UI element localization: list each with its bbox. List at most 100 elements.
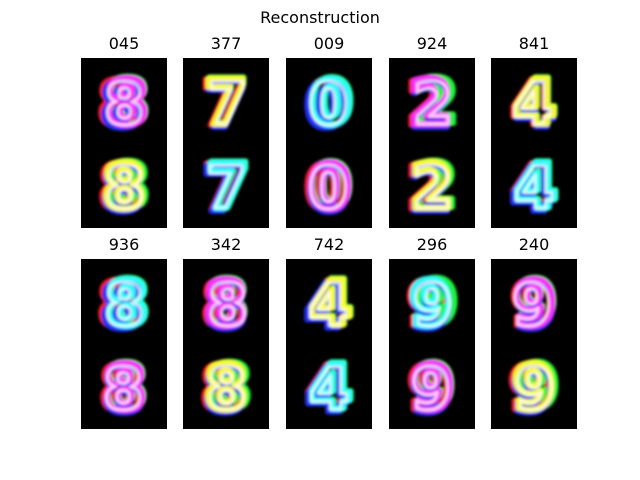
digit-stroke: 2 <box>413 154 453 222</box>
digit-stroke: 7 <box>204 69 247 142</box>
digit-stroke: 9 <box>510 268 553 341</box>
digit-stroke: 2 <box>406 67 449 140</box>
digit-stroke: 8 <box>205 266 248 339</box>
digit-stroke: 8 <box>105 154 145 222</box>
digit-stroke: 8 <box>97 67 140 140</box>
digit-stroke: 4 <box>513 69 556 142</box>
digit-stroke: 4 <box>514 65 557 138</box>
digit-stroke: 8 <box>204 267 247 340</box>
digit-stroke: 8 <box>201 268 244 341</box>
digit-stroke: 8 <box>103 351 146 424</box>
digit-stroke: 7 <box>207 149 250 222</box>
digit-stroke: 9 <box>406 268 449 341</box>
digit-stroke: 9 <box>513 267 556 340</box>
digit-stroke: 7 <box>204 66 247 139</box>
digit-stroke: 4 <box>310 350 353 423</box>
digit-stroke: 4 <box>308 271 348 339</box>
digit-stroke: 4 <box>510 67 553 140</box>
panel-label: 342 <box>210 235 242 254</box>
digit-stroke: 8 <box>97 268 140 341</box>
digit-stroke: 4 <box>309 267 352 340</box>
digit-stroke: 4 <box>513 66 556 139</box>
digit-stroke: 8 <box>105 267 148 340</box>
digit-stroke: 2 <box>409 153 452 226</box>
panel-label: 924 <box>416 34 448 53</box>
digit-stroke: 0 <box>308 70 348 138</box>
digit-stroke: 4 <box>306 268 349 341</box>
digit-stroke: 9 <box>411 355 451 423</box>
digit-stroke: 9 <box>409 270 452 343</box>
digit-stroke: 4 <box>512 70 552 138</box>
panel-label: 377 <box>210 34 242 53</box>
digit-stroke: 0 <box>308 154 348 222</box>
digit-stroke: 9 <box>515 355 555 423</box>
digit-stroke: 7 <box>202 151 245 224</box>
digit-stroke: 8 <box>104 350 147 423</box>
digit-stroke: 8 <box>104 70 144 138</box>
panel-label: 936 <box>108 235 140 254</box>
digit-stroke: 4 <box>510 153 553 226</box>
digit-stroke: 8 <box>100 69 143 142</box>
digit-stroke: 8 <box>106 266 149 339</box>
digit-stroke: 4 <box>514 154 554 222</box>
digit-stroke: 4 <box>305 352 348 425</box>
digit-stroke: 9 <box>508 352 551 425</box>
panel-label: 841 <box>518 34 550 53</box>
digit-stroke: 0 <box>304 69 347 142</box>
digit-stroke: 2 <box>410 150 453 223</box>
digit-stroke: 8 <box>200 352 243 425</box>
digit-stroke: 4 <box>305 354 348 427</box>
digit-stroke: 9 <box>514 266 557 339</box>
digit-stroke: 4 <box>515 149 558 222</box>
digit-stroke: 4 <box>514 150 557 223</box>
digit-stroke: 8 <box>203 354 246 427</box>
digit-stroke: 2 <box>406 151 449 224</box>
digit-stroke: 9 <box>409 267 452 340</box>
digit-stroke: 8 <box>207 355 247 423</box>
digit-stroke: 7 <box>205 65 248 138</box>
panel-label: 296 <box>416 235 448 254</box>
digit-stroke: 4 <box>510 151 553 224</box>
digit-stroke: 7 <box>208 70 248 138</box>
digit-stroke: 8 <box>101 153 144 226</box>
digit-stroke: 9 <box>410 354 453 427</box>
digit-stroke: 8 <box>208 350 251 423</box>
digit-stroke: 4 <box>304 270 347 343</box>
digit-stroke: 0 <box>309 66 352 139</box>
digit-stroke: 8 <box>105 66 148 139</box>
panel-label: 240 <box>518 235 550 254</box>
digit-stroke: 8 <box>103 355 143 423</box>
digit-stroke: 7 <box>202 153 245 226</box>
digit-stroke: 2 <box>414 149 457 222</box>
digit-stroke: 4 <box>309 355 349 423</box>
digit-stroke: 0 <box>306 67 349 140</box>
digit-stroke: 9 <box>411 351 454 424</box>
digit-stroke: 8 <box>99 352 142 425</box>
digit-stroke: 8 <box>106 65 149 138</box>
digit-stroke: 7 <box>206 154 246 222</box>
digit-stroke: 8 <box>104 271 144 339</box>
digit-stroke: 8 <box>106 149 149 222</box>
figure-title: Reconstruction <box>260 8 380 27</box>
digit-stroke: 9 <box>512 271 552 339</box>
digit-stroke: 2 <box>415 65 458 138</box>
digit-stroke: 0 <box>308 150 351 223</box>
digit-stroke: 9 <box>513 270 556 343</box>
digit-stroke: 7 <box>201 67 244 140</box>
digit-stroke: 9 <box>413 271 453 339</box>
digit-stroke: 0 <box>304 151 347 224</box>
digit-stroke: 9 <box>412 350 455 423</box>
digit-stroke: 8 <box>98 151 141 224</box>
digit-stroke: 9 <box>516 350 559 423</box>
digit-stroke: 8 <box>102 150 145 223</box>
digit-stroke: 0 <box>307 153 350 226</box>
